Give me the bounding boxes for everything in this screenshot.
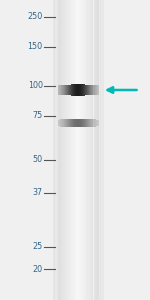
Bar — [95, 0, 96, 300]
Bar — [85, 0, 86, 300]
Bar — [71, 0, 72, 300]
Text: 37: 37 — [33, 188, 43, 197]
Bar — [96, 0, 97, 300]
Bar — [64, 0, 65, 300]
Bar — [90, 0, 91, 300]
Bar — [87, 0, 88, 300]
Text: 150: 150 — [28, 42, 43, 51]
Bar — [81, 0, 82, 300]
Bar — [86, 0, 87, 300]
Bar — [66, 0, 67, 300]
Bar — [82, 0, 83, 300]
Bar — [63, 0, 64, 300]
Bar — [57, 0, 58, 300]
Bar — [88, 0, 89, 300]
Bar — [59, 0, 60, 300]
Bar — [58, 0, 59, 300]
Bar — [97, 0, 98, 300]
Bar — [65, 0, 66, 300]
Bar — [89, 0, 90, 300]
Bar — [53, 0, 54, 300]
Bar — [93, 0, 94, 300]
Bar — [101, 0, 102, 300]
Bar — [68, 0, 69, 300]
Bar — [78, 0, 79, 300]
Bar — [92, 0, 93, 300]
Bar — [54, 0, 55, 300]
Text: 25: 25 — [33, 242, 43, 251]
Bar — [72, 0, 73, 300]
Bar — [61, 0, 62, 300]
Bar — [54, 0, 55, 300]
Bar — [94, 0, 95, 300]
Bar — [98, 0, 99, 300]
Bar — [56, 0, 57, 300]
Bar — [79, 0, 80, 300]
Text: 100: 100 — [28, 81, 43, 90]
Bar — [74, 0, 75, 300]
Bar — [100, 0, 101, 300]
Bar — [75, 0, 76, 300]
Bar — [77, 0, 78, 300]
Text: 250: 250 — [27, 12, 43, 21]
Bar — [69, 0, 70, 300]
Text: 20: 20 — [33, 265, 43, 274]
Text: 50: 50 — [33, 155, 43, 164]
Bar — [55, 0, 56, 300]
Bar — [57, 0, 58, 300]
Bar — [102, 0, 103, 300]
Bar — [100, 0, 101, 300]
Bar — [83, 0, 84, 300]
Bar — [62, 0, 63, 300]
Bar — [67, 0, 68, 300]
Bar — [70, 0, 71, 300]
Text: 75: 75 — [33, 111, 43, 120]
Bar — [103, 0, 104, 300]
Bar — [84, 0, 85, 300]
Bar — [91, 0, 92, 300]
Bar — [76, 0, 77, 300]
Bar — [60, 0, 61, 300]
Bar — [99, 0, 100, 300]
Bar — [80, 0, 81, 300]
